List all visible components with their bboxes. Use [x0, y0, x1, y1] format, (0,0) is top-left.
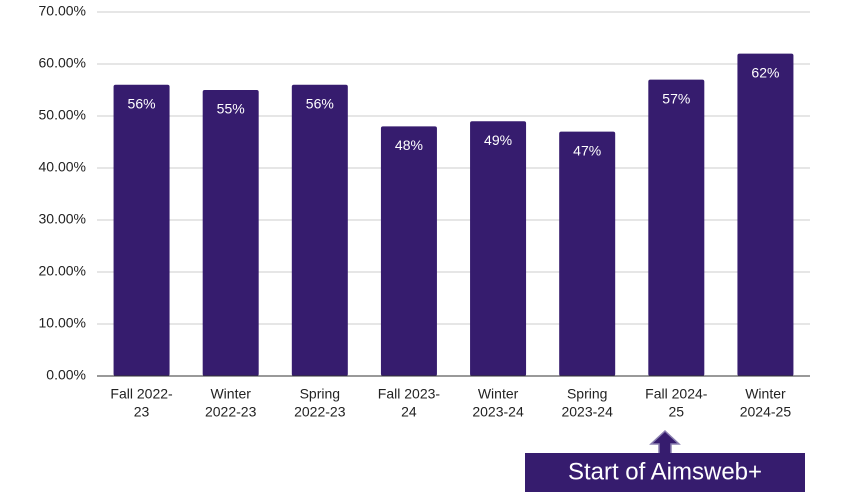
x-tick-label: 2023-24	[561, 404, 613, 420]
y-tick-label: 30.00%	[39, 211, 86, 227]
x-tick-label: Winter	[210, 386, 251, 402]
x-tick-label: Winter	[745, 386, 786, 402]
x-tick-label: 2022-23	[205, 404, 257, 420]
annotation-box	[525, 453, 805, 492]
y-tick-label: 0.00%	[46, 367, 86, 383]
bar	[737, 53, 794, 376]
bar	[380, 126, 437, 377]
y-tick-label: 50.00%	[39, 107, 86, 123]
value-label: 56%	[306, 96, 334, 112]
x-tick-label: 25	[669, 404, 685, 420]
x-tick-label: 23	[134, 404, 150, 420]
x-tick-label: 2022-23	[294, 404, 346, 420]
bar	[113, 84, 170, 377]
value-label: 57%	[662, 90, 690, 106]
value-label: 47%	[573, 142, 601, 158]
value-label: 56%	[128, 96, 156, 112]
y-tick-label: 60.00%	[39, 55, 86, 71]
x-tick-label: Fall 2024-	[645, 386, 708, 402]
bar	[559, 131, 616, 376]
y-tick-label: 20.00%	[39, 263, 86, 279]
annotation-arrow	[649, 429, 681, 455]
y-tick-label: 70.00%	[39, 3, 86, 19]
x-tick-label: Winter	[478, 386, 519, 402]
x-tick-label: 2024-25	[740, 404, 792, 420]
x-tick-label: 24	[401, 404, 417, 420]
x-tick-label: Fall 2023-	[378, 386, 441, 402]
x-tick-label: Fall 2022-	[110, 386, 173, 402]
x-tick-label: Spring	[300, 386, 340, 402]
value-label: 48%	[395, 137, 423, 153]
bar	[648, 79, 705, 376]
bar	[291, 84, 348, 377]
x-tick-label: 2023-24	[472, 404, 524, 420]
y-tick-label: 10.00%	[39, 315, 86, 331]
value-label: 62%	[751, 64, 779, 80]
annotation: Start of Aimsweb+	[568, 458, 762, 485]
value-label: 55%	[217, 101, 245, 117]
bar	[202, 90, 259, 376]
value-label: 49%	[484, 132, 512, 148]
bar	[470, 121, 527, 376]
x-tick-label: Spring	[567, 386, 607, 402]
y-tick-label: 40.00%	[39, 159, 86, 175]
